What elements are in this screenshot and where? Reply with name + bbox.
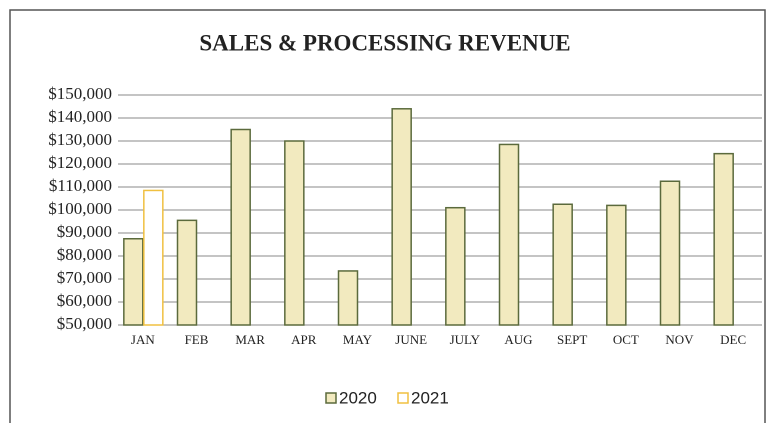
x-tick-label: MAY [343,332,373,347]
x-tick-label: OCT [613,332,639,347]
y-tick-label: $50,000 [57,314,112,333]
y-tick-label: $100,000 [48,199,112,218]
y-tick-label: $110,000 [49,176,112,195]
bar [445,206,466,326]
bar [337,270,359,326]
bar [123,238,144,326]
y-tick-label: $90,000 [57,222,112,241]
bar [713,152,734,326]
y-tick-label: $140,000 [48,107,112,126]
bar [143,189,164,326]
x-tick-label: AUG [504,332,532,347]
x-tick-label: FEB [185,332,209,347]
bar [391,108,412,326]
bar [659,180,681,326]
x-tick-label: SEPT [557,332,587,347]
y-tick-label: $150,000 [48,84,112,103]
bar [230,128,251,326]
x-tick-label: JAN [131,332,155,347]
bar [606,204,627,326]
y-tick-label: $120,000 [48,153,112,172]
x-tick-label: JULY [450,332,481,347]
bar [284,140,305,326]
chart-border [9,9,766,423]
chart-title: SALES & PROCESSING REVENUE [199,30,570,55]
y-tick-label: $130,000 [48,130,112,149]
x-tick-label: MAR [235,332,265,347]
x-tick-label: JUNE [395,332,427,347]
y-tick-label: $60,000 [57,291,112,310]
legend-label: 2021 [411,388,449,407]
legend-swatch [325,392,337,404]
bar [498,143,520,326]
y-tick-label: $80,000 [57,245,112,264]
bar [552,203,573,326]
x-tick-label: DEC [720,332,746,347]
bar [176,219,198,326]
x-tick-label: NOV [665,332,694,347]
x-tick-label: APR [291,332,317,347]
legend-swatch [397,392,409,404]
y-tick-label: $70,000 [57,268,112,287]
legend-label: 2020 [339,388,377,407]
